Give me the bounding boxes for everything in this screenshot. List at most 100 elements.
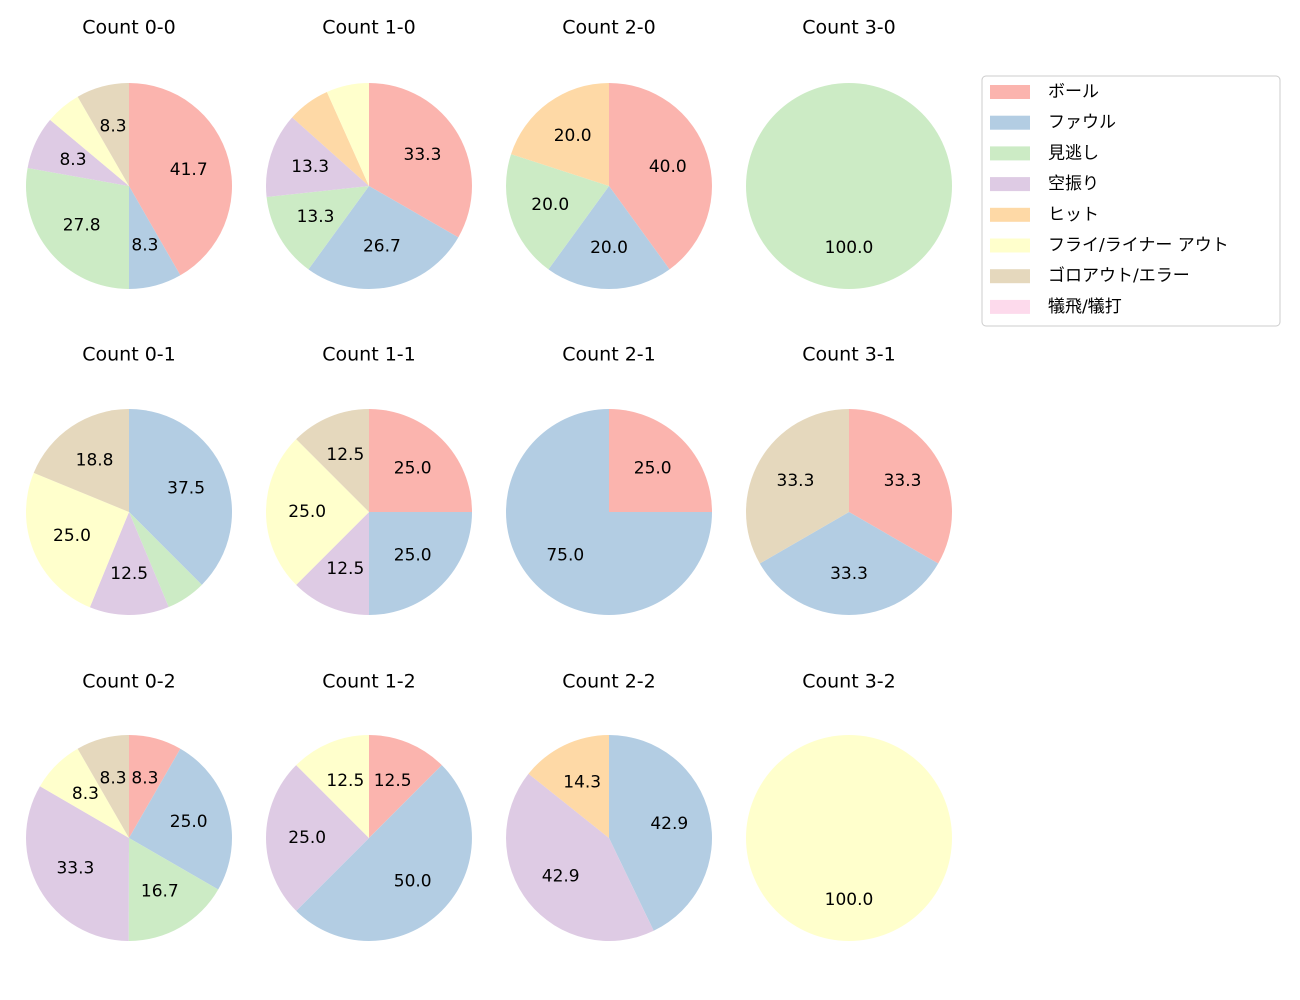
chart-title: Count 0-1: [82, 344, 176, 366]
legend-swatch: [990, 85, 1030, 99]
pie-slice: [50, 96, 129, 186]
pie-slice: [292, 91, 369, 186]
pie-slice: [609, 83, 713, 270]
slice-label: 18.8: [76, 451, 114, 471]
chart-title: Count 1-2: [322, 671, 416, 693]
pie-slice: [506, 154, 609, 270]
slice-label: 26.7: [363, 236, 401, 256]
pie-slice: [759, 512, 939, 615]
slice-label: 25.0: [394, 546, 432, 566]
slice-label: 12.5: [326, 771, 364, 791]
legend-swatch: [990, 238, 1030, 253]
slice-label: 27.8: [63, 216, 101, 236]
slice-label: 25.0: [288, 828, 326, 848]
pie-slice: [50, 119, 129, 186]
slice-label: 33.3: [777, 471, 815, 491]
slice-label: 25.0: [170, 812, 208, 832]
pie-slice: [33, 409, 129, 512]
pie-slice: [25, 472, 129, 608]
slice-label: 8.3: [100, 768, 127, 788]
slice-label: 37.5: [167, 478, 205, 498]
slice-label: 12.5: [110, 564, 148, 584]
pie-slice: [326, 83, 369, 186]
chart-title: Count 2-1: [562, 344, 656, 366]
pie-slice: [308, 186, 459, 289]
slice-label: 75.0: [546, 546, 584, 566]
chart-title: Count 0-0: [82, 17, 176, 39]
slice-label: 8.3: [131, 768, 158, 788]
legend-label: ファウル: [1048, 113, 1116, 133]
legend-label: 犠飛/犠打: [1048, 297, 1122, 317]
pie-slice: [266, 186, 369, 270]
pie-slice: [129, 83, 233, 276]
legend-swatch: [990, 146, 1030, 161]
slice-label: 33.3: [56, 859, 94, 879]
slice-label: 33.3: [884, 471, 922, 491]
pie-slice: [506, 773, 654, 941]
pie-slice: [128, 838, 219, 941]
slice-label: 25.0: [634, 458, 672, 478]
pie-slice: [266, 439, 369, 585]
pie-slice: [548, 186, 670, 289]
slice-label: 33.3: [830, 564, 868, 584]
pie-slice: [25, 786, 129, 941]
chart-title: Count 1-1: [322, 344, 416, 366]
pie-slice: [27, 119, 129, 186]
pie-slice: [849, 409, 952, 564]
pie-slice: [296, 409, 369, 512]
chart-title: Count 3-2: [802, 671, 896, 693]
legend-label: ヒット: [1048, 205, 1099, 225]
slice-label: 33.3: [404, 145, 442, 165]
pie-slice: [129, 735, 181, 838]
legend-label: 空振り: [1048, 174, 1099, 194]
pie-slice: [25, 167, 130, 289]
slice-label: 8.3: [72, 784, 99, 804]
chart-title: Count 2-2: [562, 671, 656, 693]
slice-label: 8.3: [59, 150, 86, 170]
pie-slice: [129, 512, 202, 608]
slice-label: 8.3: [131, 236, 158, 256]
pie-slice: [746, 83, 952, 289]
slice-label: 12.5: [374, 771, 412, 791]
pie-slice: [39, 786, 129, 838]
legend-label: フライ/ライナー アウト: [1048, 236, 1229, 256]
pie-slice: [266, 765, 369, 911]
pie-slice: [296, 512, 369, 615]
legend-swatch: [990, 299, 1030, 314]
pie-slice: [77, 735, 129, 838]
chart-title: Count 1-0: [322, 17, 416, 39]
slice-label: 12.5: [326, 559, 364, 579]
pie-slice: [296, 765, 472, 941]
pie-slice: [129, 748, 233, 890]
slice-label: 13.3: [297, 207, 335, 227]
slice-label: 25.0: [53, 526, 91, 546]
pie-slice: [369, 735, 442, 838]
legend-label: ボール: [1048, 82, 1099, 102]
pie-slice: [296, 735, 369, 838]
pie-slice: [369, 409, 472, 512]
pie-slice: [369, 512, 472, 615]
legend-label: ゴロアウト/エラー: [1048, 265, 1190, 286]
slice-label: 50.0: [394, 872, 432, 892]
slice-label: 25.0: [288, 502, 326, 522]
pie-slice: [266, 117, 369, 197]
pie-slice: [129, 186, 181, 289]
slice-label: 40.0: [649, 157, 687, 177]
legend-swatch: [990, 177, 1030, 192]
pie-slice: [39, 748, 129, 838]
slice-label: 100.0: [825, 238, 874, 258]
slice-label: 12.5: [326, 445, 364, 465]
pie-slice: [746, 735, 952, 941]
pie-slice: [528, 735, 609, 838]
pie-slice: [609, 409, 712, 512]
slice-label: 13.3: [291, 157, 329, 177]
pie-slice: [609, 735, 712, 931]
legend-label: 見逃し: [1048, 143, 1099, 163]
pie-slice: [89, 512, 169, 615]
slice-label: 42.9: [650, 814, 688, 834]
slice-label: 16.7: [141, 882, 179, 902]
legend-swatch: [990, 269, 1030, 284]
slice-label: 14.3: [563, 772, 601, 792]
